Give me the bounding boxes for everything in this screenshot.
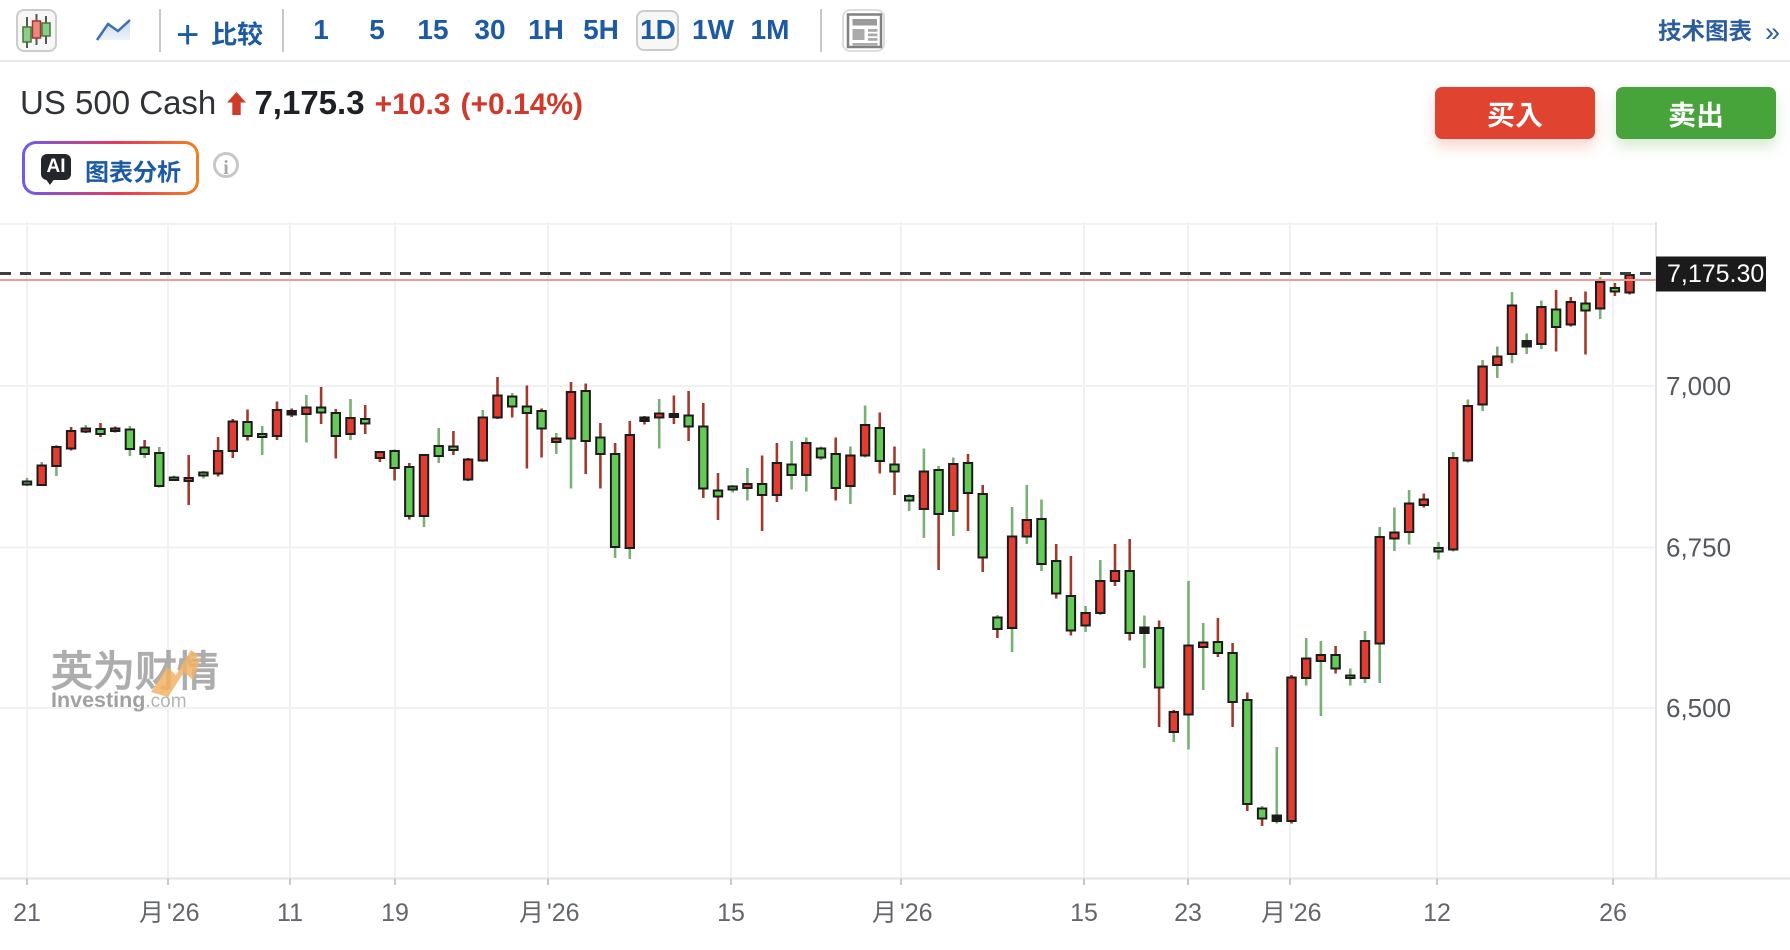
svg-text:'26: '26	[167, 899, 200, 927]
svg-text:6,750: 6,750	[1666, 533, 1731, 563]
svg-text:12: 12	[1423, 899, 1451, 927]
svg-text:11: 11	[277, 899, 303, 927]
svg-text:23: 23	[1174, 899, 1202, 927]
svg-text:'26: '26	[900, 899, 933, 927]
svg-text:7,175.30: 7,175.30	[1667, 260, 1764, 288]
svg-text:15: 15	[717, 899, 745, 927]
svg-text:'26: '26	[547, 899, 580, 927]
svg-text:21: 21	[13, 899, 41, 927]
svg-text:6,500: 6,500	[1666, 693, 1731, 723]
svg-text:19: 19	[381, 899, 409, 927]
svg-text:Investing.com: Investing.com	[51, 688, 187, 712]
svg-text:'26: '26	[1289, 899, 1322, 927]
svg-text:7,000: 7,000	[1666, 371, 1731, 401]
svg-text:26: 26	[1599, 899, 1627, 927]
svg-text:15: 15	[1070, 899, 1098, 927]
